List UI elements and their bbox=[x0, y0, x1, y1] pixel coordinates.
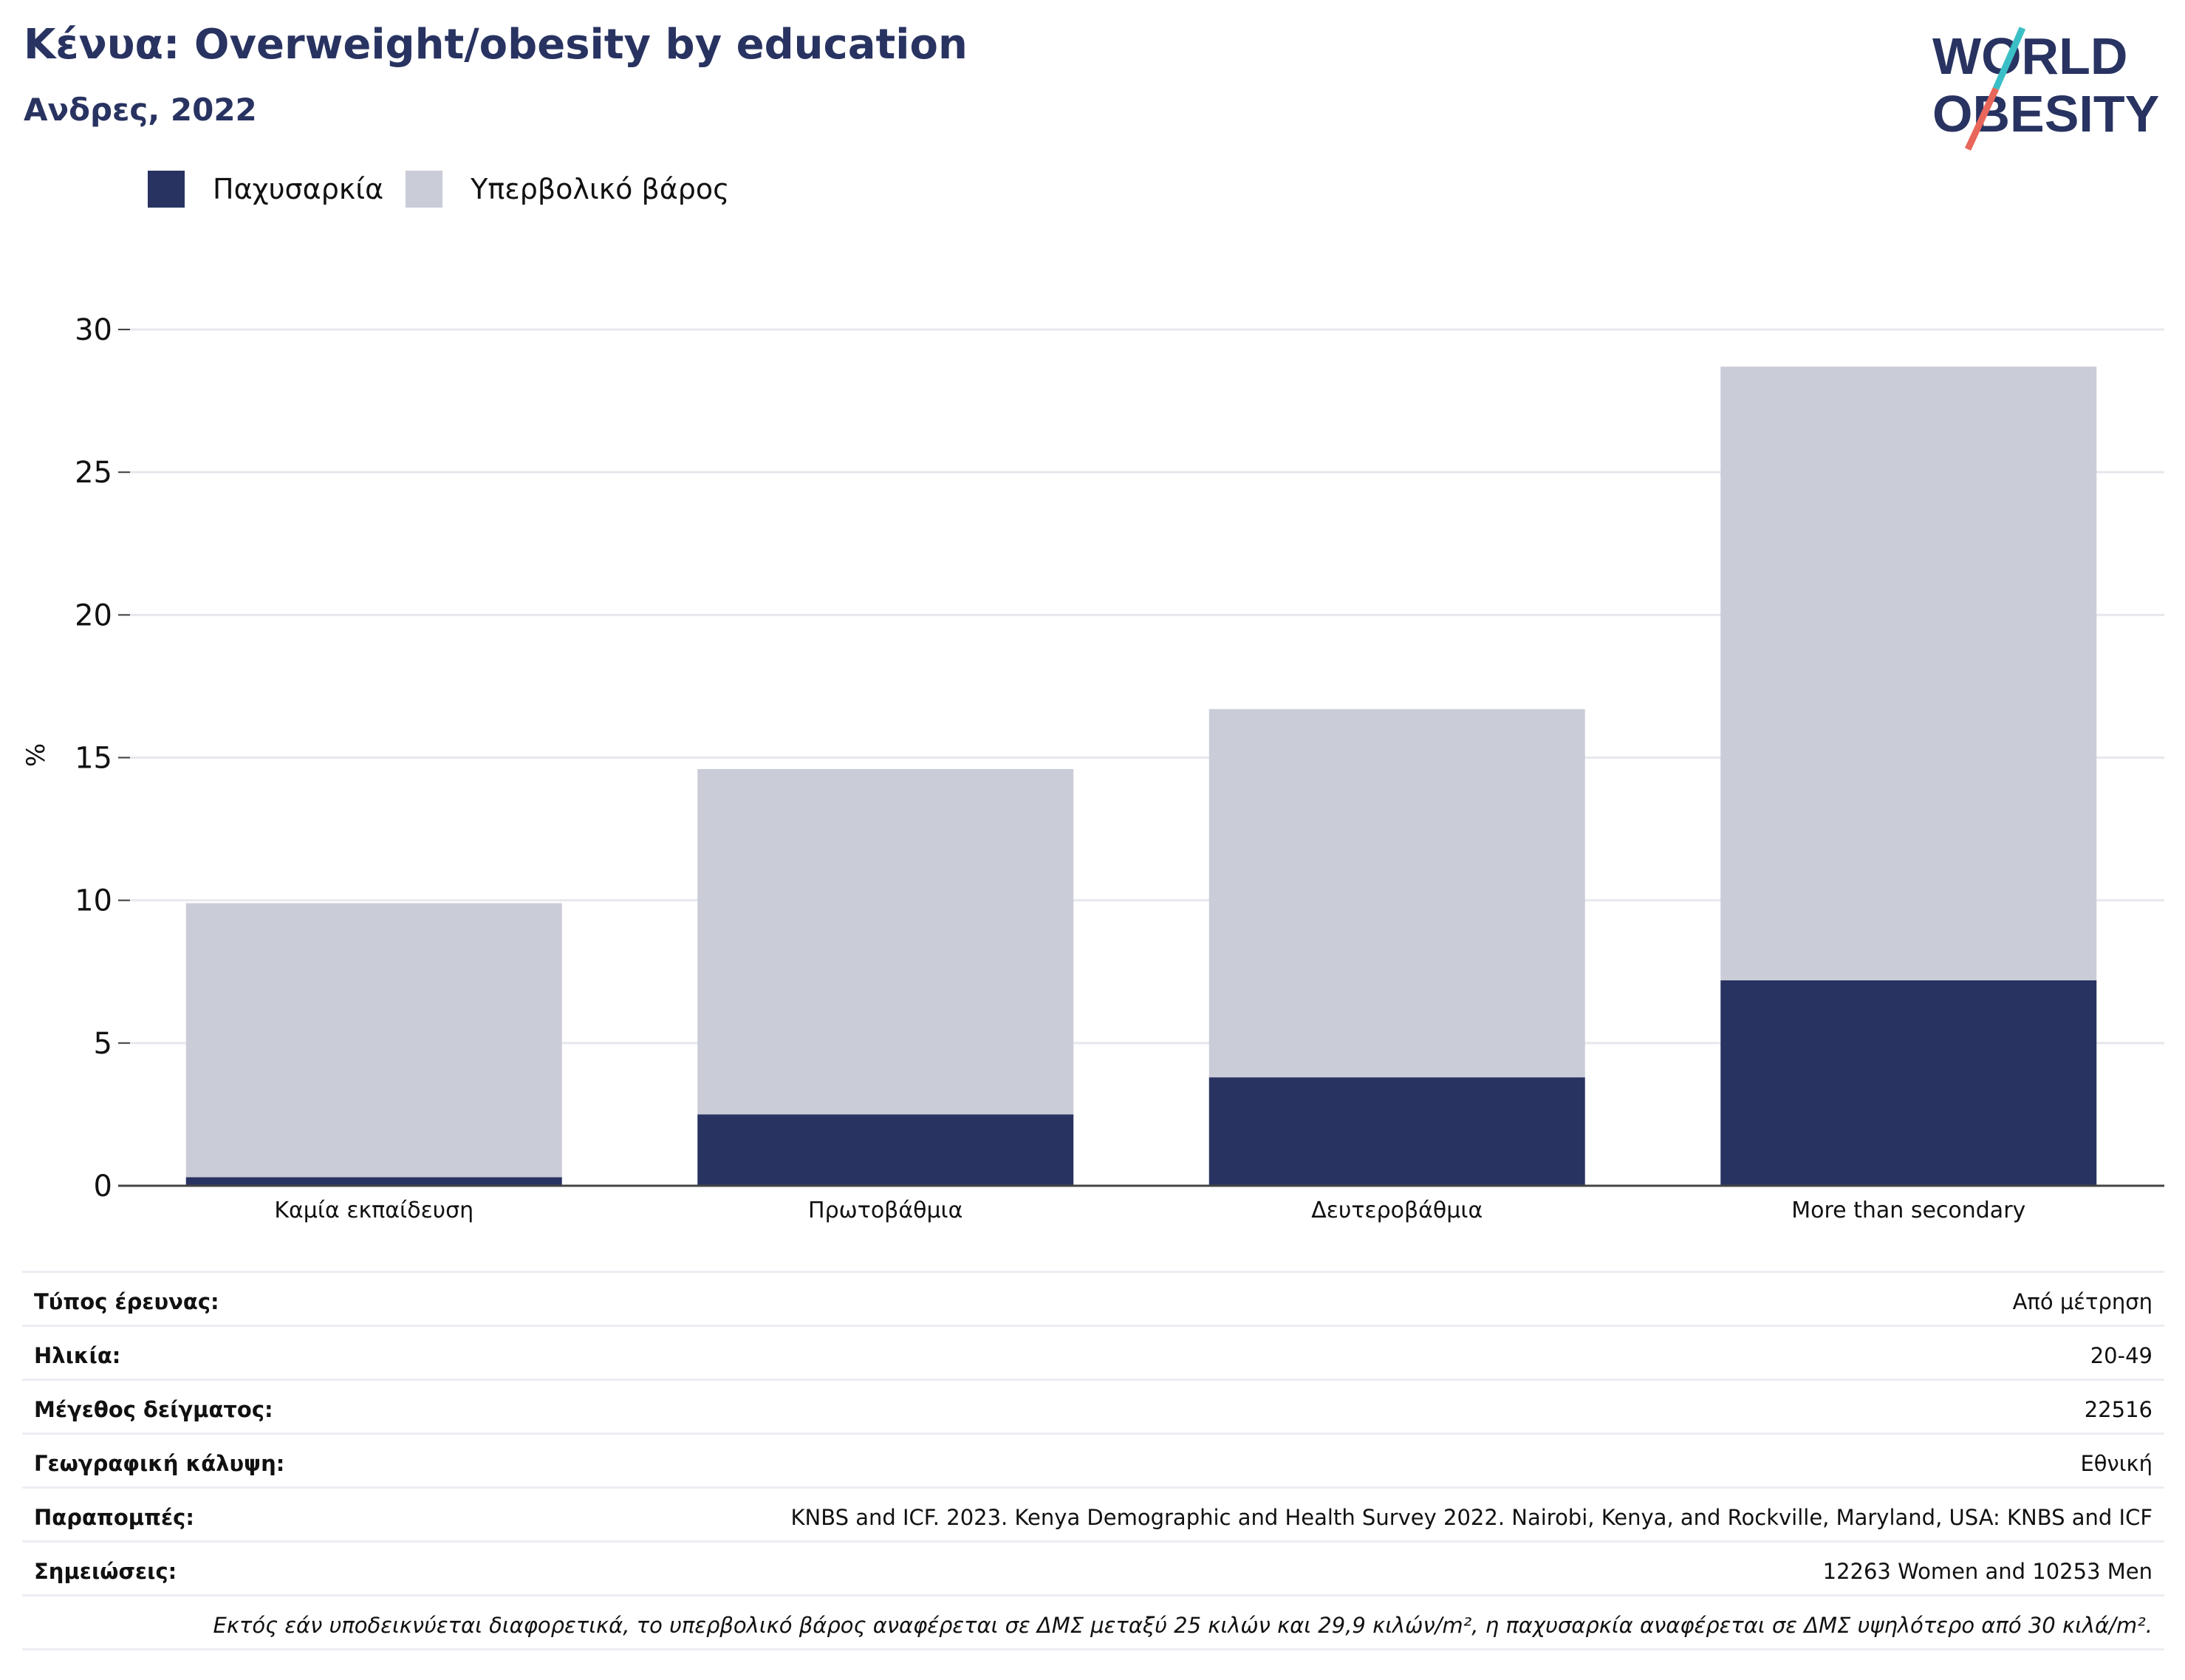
info-value: KNBS and ICF. 2023. Kenya Demographic an… bbox=[790, 1505, 2152, 1530]
bar-chart: 0 5 10 15 20 25 30 % Καμία εκπαίδευση Πρωτοβάθμ… bbox=[21, 313, 2164, 1223]
y-tick-label: 15 bbox=[75, 742, 112, 776]
legend-item-obesity[interactable]: Παχυσαρκία bbox=[148, 171, 383, 208]
bar-obesity[interactable] bbox=[1208, 1077, 1585, 1186]
info-row-footnote: Εκτός εάν υποδεικνύεται διαφορετικά, το … bbox=[22, 1594, 2164, 1650]
y-tick-label: 10 bbox=[75, 884, 112, 918]
legend-label-obesity: Παχυσαρκία bbox=[213, 173, 384, 205]
y-tick-label: 5 bbox=[94, 1027, 112, 1061]
y-tick-label: 20 bbox=[75, 598, 112, 632]
info-row-survey-type: Τύπος έρευνας: Από μέτρηση bbox=[22, 1271, 2164, 1325]
bar-obesity[interactable] bbox=[697, 1114, 1074, 1186]
bar-overweight[interactable] bbox=[1208, 708, 1585, 1078]
info-key: Ηλικία: bbox=[34, 1343, 121, 1368]
x-tick-labels: Καμία εκπαίδευση Πρωτοβάθμια Δευτεροβάθμια… bbox=[274, 1198, 2025, 1223]
logo-line2: OBESITY bbox=[1932, 85, 2159, 143]
info-value: Από μέτρηση bbox=[2012, 1289, 2152, 1314]
logo-line1: WORLD bbox=[1932, 27, 2127, 85]
survey-info-table: Τύπος έρευνας: Από μέτρηση Ηλικία: 20-49… bbox=[22, 1271, 2164, 1650]
y-axis-label: % bbox=[21, 743, 51, 767]
logo-slash-teal bbox=[1992, 27, 2026, 90]
bar-overweight[interactable] bbox=[1720, 366, 2097, 980]
bars bbox=[185, 366, 2097, 1186]
info-key: Μέγεθος δείγματος: bbox=[34, 1397, 273, 1422]
x-tick-label: Καμία εκπαίδευση bbox=[274, 1198, 473, 1223]
y-tick-label: 30 bbox=[75, 313, 112, 347]
info-key: Σημειώσεις: bbox=[34, 1559, 177, 1584]
legend-swatch-overweight bbox=[406, 171, 443, 208]
legend-label-overweight: Υπερβολικό βάρος bbox=[471, 173, 730, 205]
info-value: 12263 Women and 10253 Men bbox=[1822, 1559, 2152, 1584]
info-key: Γεωγραφική κάλυψη: bbox=[34, 1451, 285, 1476]
legend-item-overweight[interactable]: Υπερβολικό βάρος bbox=[406, 171, 729, 208]
info-row-sample-size: Μέγεθος δείγματος: 22516 bbox=[22, 1379, 2164, 1433]
bar-overweight[interactable] bbox=[185, 903, 562, 1178]
y-tick-label: 0 bbox=[94, 1169, 112, 1203]
bar-obesity[interactable] bbox=[1720, 980, 2097, 1186]
bar-obesity[interactable] bbox=[185, 1177, 562, 1186]
legend-swatch-obesity bbox=[148, 171, 185, 208]
x-tick-label: More than secondary bbox=[1791, 1198, 2025, 1223]
info-value: 20-49 bbox=[2090, 1343, 2152, 1368]
x-tick-label: Δευτεροβάθμια bbox=[1311, 1198, 1483, 1223]
bar-overweight[interactable] bbox=[697, 768, 1074, 1115]
y-tick-label: 25 bbox=[75, 456, 112, 490]
info-row-coverage: Γεωγραφική κάλυψη: Εθνική bbox=[22, 1433, 2164, 1486]
info-row-notes: Σημειώσεις: 12263 Women and 10253 Men bbox=[22, 1540, 2164, 1594]
chart-legend: Παχυσαρκία Υπερβολικό βάρος bbox=[148, 168, 751, 210]
y-tick-labels: 0 5 10 15 20 25 30 bbox=[75, 313, 112, 1203]
info-row-age: Ηλικία: 20-49 bbox=[22, 1325, 2164, 1379]
chart-title: Κένυα: Overweight/obesity by education bbox=[24, 21, 968, 69]
world-obesity-logo: WORLD OBESITY bbox=[1932, 27, 2159, 151]
info-value: 22516 bbox=[2084, 1397, 2152, 1422]
info-value: Εθνική bbox=[2080, 1451, 2152, 1476]
info-key: Τύπος έρευνας: bbox=[34, 1289, 219, 1314]
info-key: Παραπομπές: bbox=[34, 1505, 194, 1530]
info-row-references: Παραπομπές: KNBS and ICF. 2023. Kenya De… bbox=[22, 1486, 2164, 1540]
chart-subtitle: Ανδρες, 2022 bbox=[24, 92, 257, 128]
footnote: Εκτός εάν υποδεικνύεται διαφορετικά, το … bbox=[213, 1613, 2153, 1638]
logo-slash-red bbox=[1964, 87, 2000, 151]
x-tick-label: Πρωτοβάθμια bbox=[808, 1198, 962, 1223]
